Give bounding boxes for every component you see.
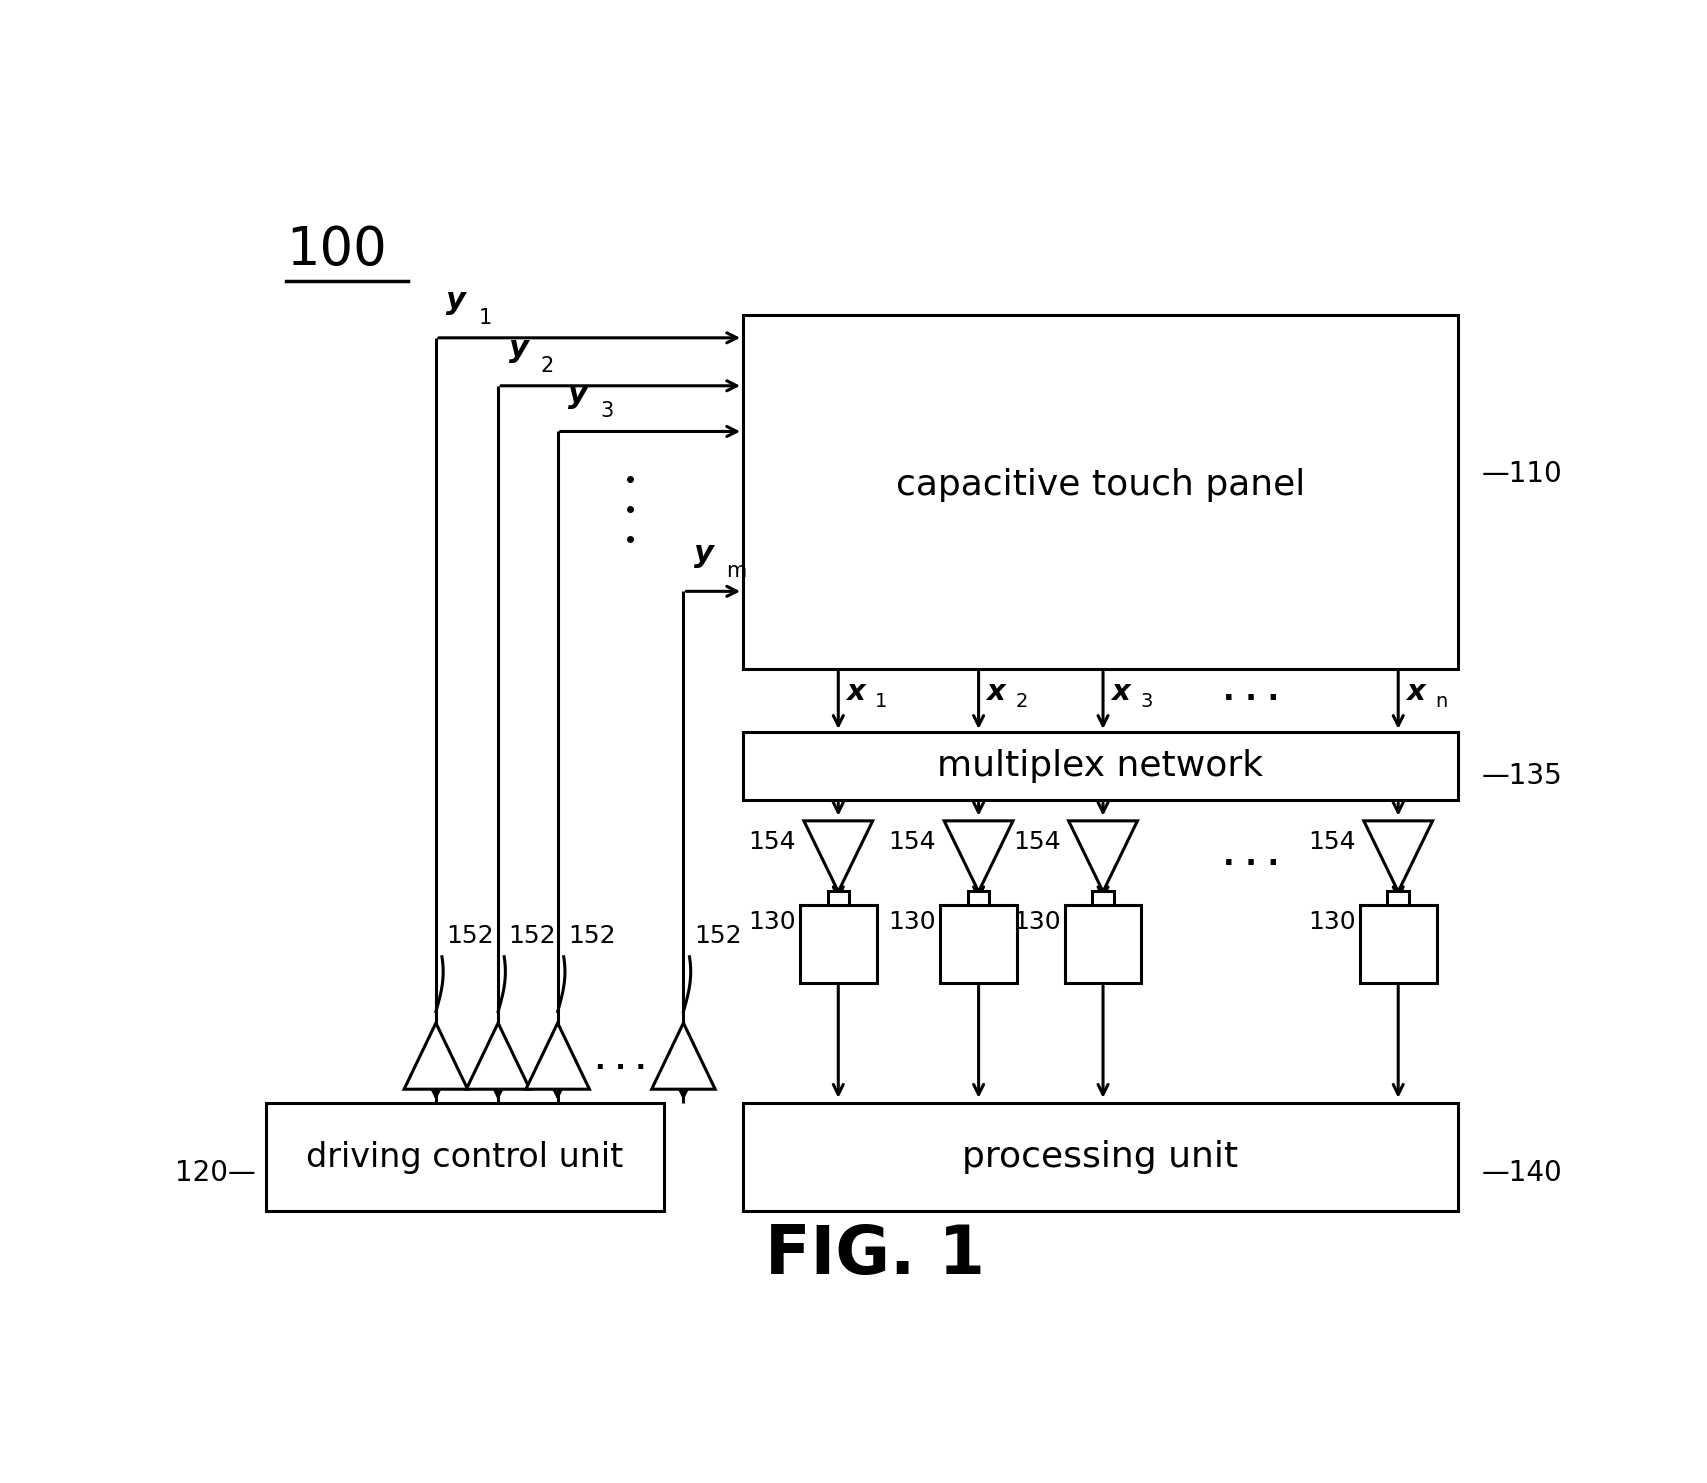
Text: 152: 152	[509, 924, 556, 948]
Polygon shape	[944, 822, 1012, 891]
Text: 154: 154	[1308, 830, 1355, 854]
Polygon shape	[743, 1103, 1458, 1212]
Text: 152: 152	[446, 924, 493, 948]
Text: processing unit: processing unit	[961, 1140, 1238, 1175]
Polygon shape	[1386, 891, 1408, 905]
Text: multiplex network: multiplex network	[937, 749, 1263, 783]
Text: y: y	[509, 334, 527, 363]
Polygon shape	[1092, 891, 1113, 905]
Text: 1: 1	[876, 691, 888, 710]
Text: x: x	[1405, 678, 1424, 706]
Polygon shape	[828, 891, 848, 905]
Text: n: n	[1434, 691, 1446, 710]
Polygon shape	[405, 1023, 468, 1089]
Text: y: y	[446, 286, 466, 314]
Text: 100: 100	[287, 224, 387, 276]
Text: FIG. 1: FIG. 1	[765, 1222, 985, 1287]
Text: driving control unit: driving control unit	[306, 1140, 623, 1173]
Text: x: x	[1110, 678, 1128, 706]
Text: 3: 3	[599, 402, 613, 421]
Polygon shape	[466, 1023, 529, 1089]
Text: —140: —140	[1480, 1160, 1562, 1188]
Text: . . .: . . .	[1222, 842, 1279, 871]
Text: capacitive touch panel: capacitive touch panel	[894, 469, 1304, 501]
Polygon shape	[939, 905, 1016, 983]
Text: 2: 2	[1016, 691, 1028, 710]
Text: 130: 130	[1012, 911, 1060, 934]
Text: 130: 130	[748, 911, 795, 934]
Text: . . .: . . .	[1222, 678, 1279, 706]
Text: x: x	[845, 678, 864, 706]
Polygon shape	[968, 891, 988, 905]
Text: y: y	[568, 380, 587, 409]
Text: . . .: . . .	[594, 1047, 645, 1075]
Polygon shape	[1063, 905, 1140, 983]
Polygon shape	[266, 1103, 662, 1212]
Text: m: m	[725, 561, 746, 581]
Text: 154: 154	[888, 830, 935, 854]
Text: 152: 152	[693, 924, 741, 948]
Polygon shape	[526, 1023, 589, 1089]
Text: 154: 154	[748, 830, 795, 854]
Text: 154: 154	[1012, 830, 1060, 854]
Text: x: x	[987, 678, 1005, 706]
Text: 152: 152	[568, 924, 616, 948]
Text: 120—: 120—	[176, 1160, 256, 1188]
Text: 130: 130	[1308, 911, 1355, 934]
Polygon shape	[743, 731, 1458, 801]
Text: y: y	[693, 540, 714, 568]
Polygon shape	[804, 822, 872, 891]
Text: 130: 130	[888, 911, 935, 934]
Text: —110: —110	[1480, 460, 1562, 488]
Polygon shape	[652, 1023, 715, 1089]
Polygon shape	[1362, 822, 1432, 891]
Text: 1: 1	[478, 307, 492, 328]
Polygon shape	[1069, 822, 1137, 891]
Text: —135: —135	[1480, 762, 1562, 790]
Polygon shape	[743, 314, 1458, 669]
Text: 3: 3	[1140, 691, 1152, 710]
Polygon shape	[799, 905, 876, 983]
Polygon shape	[1359, 905, 1436, 983]
Text: 2: 2	[539, 356, 553, 375]
